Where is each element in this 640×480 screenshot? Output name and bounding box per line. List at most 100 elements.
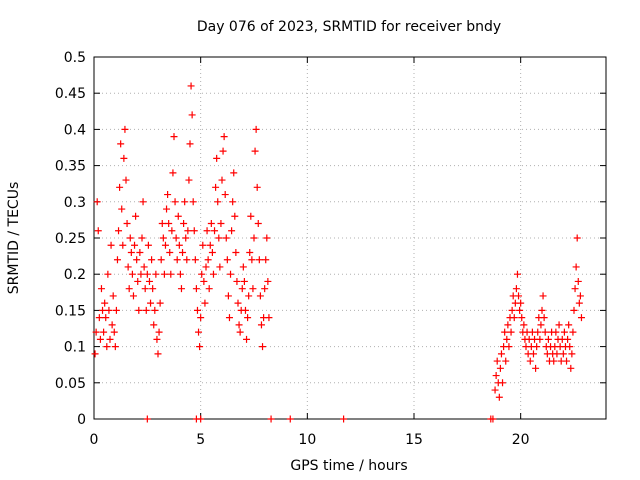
y-tick-label: 0 <box>77 412 86 428</box>
data-point <box>571 285 579 293</box>
y-tick-label: 0.3 <box>64 195 86 211</box>
data-point <box>220 133 228 141</box>
data-point <box>94 227 102 235</box>
data-point <box>164 191 172 199</box>
data-point <box>193 306 201 314</box>
data-point <box>180 220 188 228</box>
data-point <box>223 256 231 264</box>
data-point <box>497 350 505 358</box>
y-axis-label: SRMTID / TECUs <box>6 182 22 295</box>
data-point <box>104 270 112 278</box>
data-point <box>116 183 124 191</box>
data-point <box>247 212 255 220</box>
data-point <box>205 285 213 293</box>
data-point <box>251 147 259 155</box>
data-point <box>117 140 125 148</box>
data-point <box>520 321 528 329</box>
data-point <box>136 248 144 256</box>
chart-title: Day 076 of 2023, SRMTID for receiver bnd… <box>197 19 501 35</box>
data-point <box>235 321 243 329</box>
data-point <box>250 234 258 242</box>
data-point <box>190 227 198 235</box>
data-point <box>133 256 141 264</box>
data-point <box>492 372 500 380</box>
data-point <box>148 256 156 264</box>
data-point <box>568 350 576 358</box>
data-point <box>183 256 191 264</box>
data-point <box>138 234 146 242</box>
data-point <box>211 227 219 235</box>
data-point <box>244 314 252 322</box>
y-axis: 0 0.05 0.1 0.15 0.2 0.25 0.3 0.35 0.4 0.45 0.5 <box>55 50 606 428</box>
data-point <box>126 234 134 242</box>
data-point <box>154 350 162 358</box>
data-point <box>107 241 115 249</box>
data-point <box>222 234 230 242</box>
data-point <box>286 415 294 423</box>
data-point <box>170 133 178 141</box>
data-point <box>233 277 241 285</box>
y-tick-label: 0.5 <box>64 50 86 66</box>
data-point <box>204 256 212 264</box>
data-point <box>231 212 239 220</box>
data-point <box>241 306 249 314</box>
x-tick-label: 10 <box>298 432 316 448</box>
data-point <box>565 321 573 329</box>
data-point <box>158 220 166 228</box>
data-point <box>128 270 136 278</box>
data-point <box>198 270 206 278</box>
data-point <box>196 343 204 351</box>
x-axis-label: GPS time / hours <box>290 458 407 474</box>
data-point <box>218 176 226 184</box>
data-point <box>112 306 120 314</box>
data-point <box>267 415 275 423</box>
data-point <box>142 306 150 314</box>
data-point <box>171 198 179 206</box>
data-point <box>489 415 497 423</box>
data-point <box>188 111 196 119</box>
data-point <box>115 227 123 235</box>
data-point <box>200 277 208 285</box>
x-axis: 0 5 10 15 20 <box>90 57 530 448</box>
data-point <box>240 277 248 285</box>
data-point <box>537 321 545 329</box>
data-point <box>197 415 205 423</box>
data-point <box>573 234 581 242</box>
data-point <box>502 357 510 365</box>
data-point <box>517 299 525 307</box>
data-point <box>156 299 164 307</box>
data-point <box>175 241 183 249</box>
data-point <box>155 328 163 336</box>
y-tick-label: 0.15 <box>55 303 86 319</box>
data-point <box>137 270 145 278</box>
data-point <box>495 393 503 401</box>
y-tick-label: 0.2 <box>64 267 86 283</box>
data-point <box>102 314 110 322</box>
data-point <box>207 220 215 228</box>
data-point <box>108 321 116 329</box>
data-point <box>182 234 190 242</box>
data-point <box>103 343 111 351</box>
data-point <box>526 357 534 365</box>
data-point <box>544 335 552 343</box>
data-point <box>203 227 211 235</box>
data-point <box>129 292 137 300</box>
data-point <box>238 285 246 293</box>
data-point <box>508 306 516 314</box>
y-tick-label: 0.05 <box>55 376 86 392</box>
data-point <box>501 328 509 336</box>
data-point <box>185 176 193 184</box>
data-point <box>125 285 133 293</box>
data-point <box>131 241 139 249</box>
data-point <box>181 198 189 206</box>
data-point <box>151 306 159 314</box>
data-point <box>224 292 232 300</box>
data-point <box>195 328 203 336</box>
data-point <box>97 285 105 293</box>
data-point <box>255 256 263 264</box>
data-point <box>253 183 261 191</box>
data-point <box>120 154 128 162</box>
data-point <box>510 314 518 322</box>
data-point <box>229 198 237 206</box>
data-point <box>504 321 512 329</box>
